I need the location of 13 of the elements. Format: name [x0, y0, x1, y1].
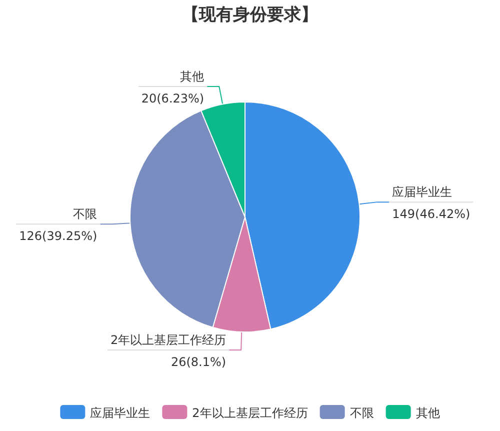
legend-label: 应届毕业生 [90, 406, 150, 420]
slice-label: 其他 [180, 70, 204, 84]
title: 【现有身份要求】 [182, 5, 318, 25]
slice-label: 应届毕业生 [392, 185, 452, 200]
slice-label: 不限 [73, 207, 98, 222]
data-label: 126(39.25%) [19, 229, 98, 244]
legend-label: 不限 [350, 406, 374, 420]
data-label: 26(8.1%) [170, 354, 226, 369]
slice-label: 2年以上基层工作经历 [110, 332, 226, 347]
data-label: 149(46.42%) [392, 207, 470, 222]
data-label: 20(6.23%) [141, 92, 204, 106]
legend-label: 其他 [416, 406, 440, 420]
legend-label: 2年以上基层工作经历 [192, 406, 308, 420]
